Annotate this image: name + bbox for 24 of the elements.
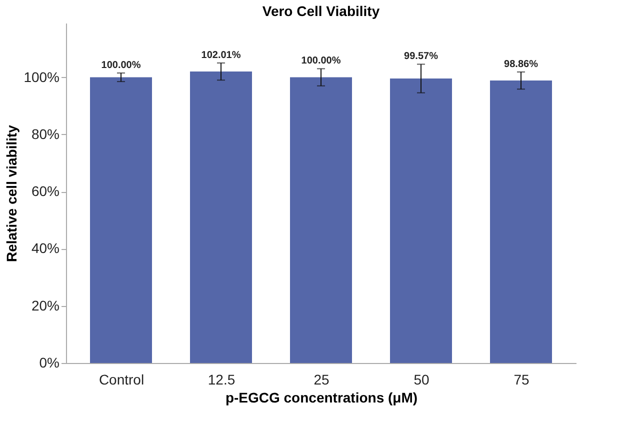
y-tick-label: 0%: [39, 354, 60, 370]
data-label: 98.86%: [504, 58, 538, 70]
bar: [390, 78, 452, 363]
y-tick-label: 60%: [31, 183, 60, 200]
data-label: 100.00%: [101, 60, 141, 71]
y-tick-label: 100%: [24, 68, 60, 85]
y-tick-label: 40%: [31, 240, 60, 256]
x-tick-label: Control: [98, 372, 144, 388]
data-label: 102.01%: [201, 50, 241, 61]
data-label: 99.57%: [404, 51, 438, 62]
bar: [490, 80, 552, 363]
bar: [190, 72, 252, 363]
x-axis-title: p-EGCG concentrations (μM): [225, 390, 418, 406]
x-tick-label: 12.5: [208, 372, 236, 388]
chart-title: Vero Cell Viability: [262, 3, 380, 19]
data-label: 100.00%: [301, 56, 341, 67]
bar: [290, 77, 352, 363]
y-axis-title: Relative cell viability: [4, 124, 20, 262]
bar: [90, 77, 152, 363]
x-tick-label: 25: [314, 372, 330, 388]
x-tick-label: 75: [514, 372, 530, 388]
y-tick-label: 80%: [31, 126, 60, 142]
x-tick-label: 50: [414, 372, 430, 388]
y-tick-label: 20%: [31, 297, 60, 314]
